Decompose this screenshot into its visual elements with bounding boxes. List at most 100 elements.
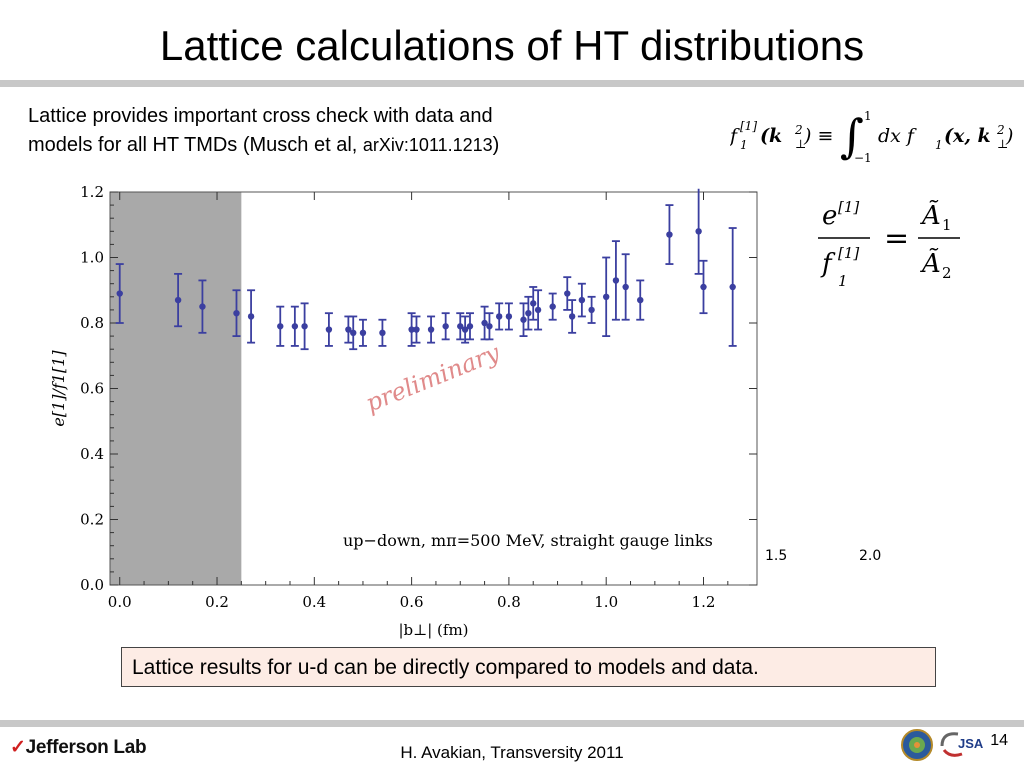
- ratio-equals: =: [884, 221, 909, 256]
- x-tick-label: 0.8: [497, 593, 521, 611]
- intro-text: Lattice provides important cross check w…: [28, 102, 688, 160]
- x-tick-label: 0.4: [302, 593, 326, 611]
- x-tick-label: 0.2: [205, 593, 229, 611]
- ratio-formula-svg: e [1] f [1] 1 = Ã 1 Ã 2: [818, 198, 960, 290]
- data-point: [325, 326, 333, 333]
- data-point: [578, 296, 586, 304]
- x-tick-label: 1.0: [594, 593, 618, 611]
- data-point: [568, 313, 576, 320]
- data-point: [233, 309, 240, 317]
- y-tick-label: 0.0: [80, 576, 104, 594]
- data-point: [564, 290, 571, 297]
- jsa-logo-icon: JSA: [940, 732, 984, 757]
- integral-sign: ∫: [840, 109, 864, 163]
- data-point: [408, 326, 415, 333]
- data-point: [486, 323, 493, 330]
- conclusion-callout: Lattice results for u-d can be directly …: [121, 647, 936, 687]
- ratio-rhs-numerator-sub: 1: [942, 216, 952, 234]
- y-tick-label: 0.2: [80, 511, 104, 529]
- y-tick-label: 1.0: [80, 249, 104, 267]
- slide-title: Lattice calculations of HT distributions: [159, 22, 865, 69]
- data-point: [277, 323, 284, 330]
- integrand: dx f: [878, 125, 917, 147]
- data-point: [413, 326, 420, 333]
- bottom-divider: [0, 720, 1024, 727]
- y-axis-label: e[1]/f1[1]: [49, 350, 68, 427]
- definition-formula: f [1] 1 (k ⊥ 2 ) ≡ ∫ 1 −1 dx f 1 (x, k ⊥…: [728, 104, 1020, 171]
- ratio-denominator: f: [820, 249, 836, 279]
- x-axis-label: |b⊥| (fm): [398, 621, 468, 639]
- ratio-rhs-denominator: Ã: [920, 247, 941, 279]
- data-point: [457, 323, 464, 330]
- data-point: [495, 313, 503, 320]
- data-point: [602, 293, 610, 300]
- ratio-numerator-sup: [1]: [838, 198, 859, 216]
- ratio-rhs-denominator-sub: 2: [942, 264, 952, 282]
- arxiv-reference: arXiv:1011.1213: [362, 135, 493, 155]
- data-point: [700, 283, 707, 291]
- definition-formula-svg: f [1] 1 (k ⊥ 2 ) ≡ ∫ 1 −1 dx f 1 (x, k ⊥…: [728, 109, 1013, 165]
- f-arg-subscript: ⊥: [795, 137, 806, 151]
- f-arg-superscript: 2: [794, 123, 803, 137]
- logo-text: Jefferson Lab: [25, 737, 147, 758]
- data-point: [695, 228, 702, 235]
- extra-x-tick-1: 1.5: [765, 548, 788, 564]
- jsa-text: JSA: [958, 736, 984, 751]
- preliminary-watermark: preliminary: [362, 338, 504, 417]
- data-point: [520, 316, 527, 323]
- integrand-arg-superscript: 2: [996, 123, 1005, 137]
- integral-upper: 1: [864, 109, 872, 123]
- x-tick-label: 1.2: [692, 593, 716, 611]
- y-tick-label: 1.2: [80, 183, 104, 201]
- data-point: [461, 326, 469, 333]
- data-point: [301, 323, 308, 330]
- top-divider: [0, 80, 1024, 87]
- integral-lower: −1: [854, 151, 872, 165]
- plot-area: 0.0 0.2 0.4 0.6 0.8 1.0 1.2 0.0 0.2 0.4 0.6 0.8 1.0 1…: [49, 183, 758, 639]
- integrand-close: ): [1005, 125, 1013, 147]
- extra-x-tick-2: 2.0: [859, 548, 882, 564]
- data-point: [666, 231, 673, 238]
- data-point: [427, 326, 435, 333]
- data-point: [481, 319, 488, 327]
- data-point: [350, 329, 357, 337]
- intro-line-1: Lattice provides important cross check w…: [28, 105, 493, 127]
- f-superscript: [1]: [740, 119, 757, 133]
- f-argument: (k: [760, 125, 782, 147]
- ratio-denominator-sub: 1: [838, 272, 848, 290]
- data-point: [116, 290, 123, 297]
- x-tick-label: 0.6: [400, 593, 424, 611]
- y-tick-label: 0.4: [80, 445, 104, 463]
- doe-seal-icon: [901, 729, 933, 761]
- excluded-region: [110, 192, 242, 585]
- integrand-arg-subscript: ⊥: [997, 137, 1008, 151]
- integrand-subscript: 1: [935, 138, 943, 152]
- intro-line-2-end: ): [492, 134, 500, 156]
- x-tick-label: 0.0: [108, 593, 132, 611]
- data-point: [359, 329, 367, 337]
- ratio-denominator-sup: [1]: [838, 244, 859, 262]
- data-point: [379, 329, 386, 337]
- data-point: [345, 326, 352, 333]
- data-point: [174, 296, 182, 304]
- data-point: [534, 306, 542, 314]
- data-point: [622, 283, 629, 291]
- f-subscript: 1: [740, 138, 748, 152]
- chart-annotation: up−down, mπ=500 MeV, straight gauge link…: [343, 531, 713, 550]
- data-point: [466, 323, 474, 330]
- ratio-formula: e [1] f [1] 1 = Ã 1 Ã 2: [818, 196, 968, 302]
- y-tick-label: 0.8: [80, 314, 104, 332]
- ratio-rhs-numerator: Ã: [920, 199, 941, 231]
- data-point: [505, 313, 513, 320]
- data-point: [549, 303, 556, 310]
- data-point: [525, 309, 532, 317]
- data-point: [588, 306, 595, 314]
- ratio-chart: 0.0 0.2 0.4 0.6 0.8 1.0 1.2 0.0 0.2 0.4 0.6 0.8 1.0 1…: [49, 183, 758, 639]
- data-point: [637, 296, 644, 304]
- logo-swoosh-icon: ✓: [10, 737, 26, 758]
- y-tick-label: 0.6: [80, 380, 104, 398]
- f-symbol: f: [730, 125, 740, 147]
- data-point: [729, 283, 736, 291]
- intro-line-2: models for all HT TMDs (Musch et al,: [28, 134, 363, 156]
- footer-text: H. Avakian, Transversity 2011: [400, 743, 624, 762]
